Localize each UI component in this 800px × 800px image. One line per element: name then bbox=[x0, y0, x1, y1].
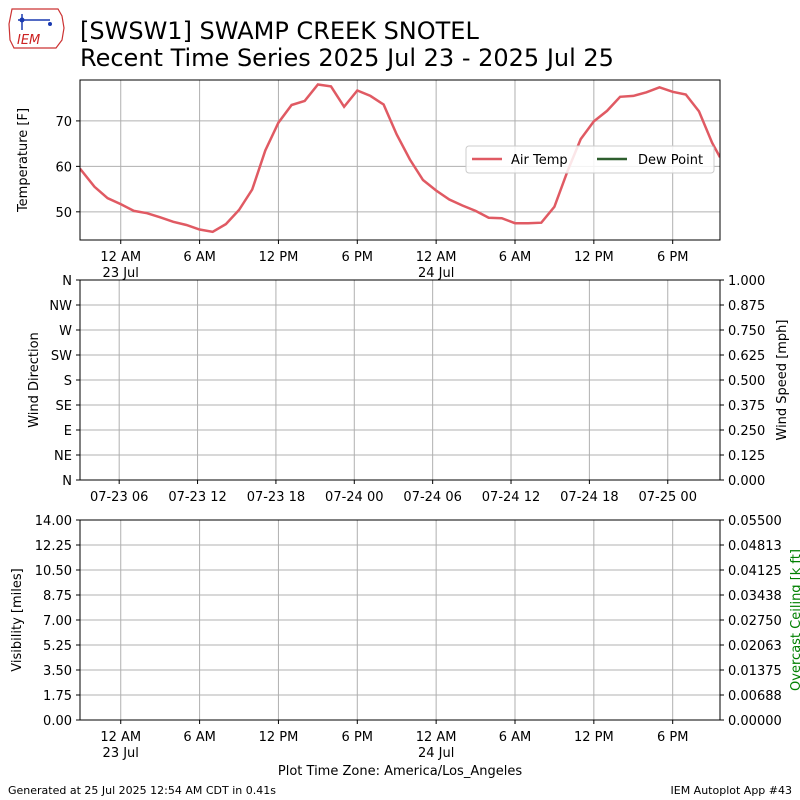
wind-speed-tick-label: 0.750 bbox=[728, 324, 765, 339]
wind-x-tick-label: 07-25 00 bbox=[639, 490, 697, 505]
logo-text: IEM bbox=[17, 33, 40, 48]
wind-x-tick-label: 07-23 06 bbox=[90, 490, 148, 505]
generated-timestamp: Generated at 25 Jul 2025 12:54 AM CDT in… bbox=[8, 784, 276, 797]
temp-y-tick-label: 50 bbox=[55, 206, 72, 221]
temp-x-date-label: 24 Jul bbox=[418, 266, 454, 281]
ceiling-tick-label: 0.02750 bbox=[728, 614, 782, 629]
temp-x-tick-label: 12 AM bbox=[416, 250, 457, 265]
legend-air-temp-label: Air Temp bbox=[511, 153, 568, 168]
wind-x-tick-label: 07-24 18 bbox=[560, 490, 618, 505]
temp-x-tick-label: 6 AM bbox=[499, 250, 532, 265]
visibility-x-tick-label: 6 AM bbox=[499, 730, 532, 745]
temp-x-tick-label: 6 PM bbox=[342, 250, 373, 265]
ceiling-tick-label: 0.01375 bbox=[728, 664, 782, 679]
chart-title-line1: [SWSW1] SWAMP CREEK SNOTEL bbox=[80, 17, 479, 45]
wind-speed-tick-label: 0.250 bbox=[728, 424, 765, 439]
wind-direction-tick-label: NW bbox=[49, 299, 72, 314]
visibility-x-date-label: 23 Jul bbox=[103, 746, 139, 761]
wind-direction-tick-label: N bbox=[62, 474, 72, 489]
ceiling-tick-label: 0.00000 bbox=[728, 714, 782, 729]
wind-x-tick-label: 07-24 12 bbox=[482, 490, 540, 505]
temperature-plot-frame bbox=[79, 79, 721, 241]
visibility-x-tick-label: 12 PM bbox=[259, 730, 299, 745]
visibility-tick-label: 12.25 bbox=[35, 539, 72, 554]
temp-x-tick-label: 12 AM bbox=[100, 250, 141, 265]
temp-x-tick-label: 12 PM bbox=[574, 250, 614, 265]
ceiling-tick-label: 0.03438 bbox=[728, 589, 782, 604]
ceiling-tick-label: 0.04125 bbox=[728, 564, 782, 579]
wind-direction-tick-label: S bbox=[64, 374, 72, 389]
ceiling-axis-label: Overcast Ceiling [k ft] bbox=[789, 549, 800, 691]
visibility-x-date-label: 24 Jul bbox=[418, 746, 454, 761]
visibility-axis-label: Visibility [miles] bbox=[10, 568, 25, 671]
wind-direction-tick-label: E bbox=[64, 424, 72, 439]
wind-speed-tick-label: 0.000 bbox=[728, 474, 765, 489]
visibility-tick-label: 7.00 bbox=[43, 614, 72, 629]
wind-speed-tick-label: 0.875 bbox=[728, 299, 765, 314]
wind-speed-tick-label: 0.625 bbox=[728, 349, 765, 364]
wind-direction-tick-label: SW bbox=[51, 349, 72, 364]
visibility-tick-label: 0.00 bbox=[43, 714, 72, 729]
air-temp-series-line bbox=[80, 83, 720, 234]
ceiling-tick-label: 0.00688 bbox=[728, 689, 782, 704]
temp-y-tick-label: 70 bbox=[55, 115, 72, 130]
visibility-x-tick-label: 12 PM bbox=[574, 730, 614, 745]
visibility-x-tick-label: 6 AM bbox=[183, 730, 216, 745]
temp-x-tick-label: 6 PM bbox=[657, 250, 688, 265]
visibility-tick-label: 10.50 bbox=[35, 564, 72, 579]
wind-x-tick-label: 07-24 06 bbox=[403, 490, 461, 505]
ceiling-tick-label: 0.05500 bbox=[728, 514, 782, 529]
wind-x-tick-label: 07-23 12 bbox=[168, 490, 226, 505]
iem-logo: IEM bbox=[8, 8, 65, 49]
wind-x-tick-label: 07-23 18 bbox=[247, 490, 305, 505]
wind-speed-tick-label: 0.500 bbox=[728, 374, 765, 389]
legend-box bbox=[465, 145, 715, 174]
ceiling-tick-label: 0.04813 bbox=[728, 539, 782, 554]
visibility-tick-label: 14.00 bbox=[35, 514, 72, 529]
temperature-axis-label: Temperature [F] bbox=[16, 108, 31, 213]
chart-title-line2: Recent Time Series 2025 Jul 23 - 2025 Ju… bbox=[80, 44, 614, 72]
visibility-tick-label: 8.75 bbox=[43, 589, 72, 604]
legend: Air Temp Dew Point bbox=[465, 145, 715, 174]
wind-speed-axis-label: Wind Speed [mph] bbox=[775, 320, 790, 441]
wind-direction-tick-label: NE bbox=[54, 449, 72, 464]
visibility-x-tick-label: 6 PM bbox=[657, 730, 688, 745]
wind-direction-axis-label: Wind Direction bbox=[27, 332, 42, 428]
visibility-tick-label: 3.50 bbox=[43, 664, 72, 679]
temp-x-date-label: 23 Jul bbox=[103, 266, 139, 281]
temp-x-tick-label: 12 PM bbox=[259, 250, 299, 265]
visibility-x-tick-label: 12 AM bbox=[416, 730, 457, 745]
visibility-tick-label: 5.25 bbox=[43, 639, 72, 654]
x-axis-label: Plot Time Zone: America/Los_Angeles bbox=[277, 764, 523, 779]
visibility-x-tick-label: 6 PM bbox=[342, 730, 373, 745]
wind-x-tick-label: 07-24 00 bbox=[325, 490, 383, 505]
app-id: IEM Autoplot App #43 bbox=[670, 784, 793, 797]
ceiling-tick-label: 0.02063 bbox=[728, 639, 782, 654]
wind-direction-tick-label: SE bbox=[56, 399, 72, 414]
wind-direction-tick-label: N bbox=[62, 274, 72, 289]
temp-y-tick-label: 60 bbox=[55, 160, 72, 175]
wind-speed-tick-label: 1.000 bbox=[728, 274, 765, 289]
legend-dew-point-label: Dew Point bbox=[638, 153, 703, 168]
wind-speed-tick-label: 0.125 bbox=[728, 449, 765, 464]
visibility-x-tick-label: 12 AM bbox=[100, 730, 141, 745]
wind-direction-tick-label: W bbox=[59, 324, 72, 339]
visibility-tick-label: 1.75 bbox=[43, 689, 72, 704]
wind-speed-tick-label: 0.375 bbox=[728, 399, 765, 414]
temp-x-tick-label: 6 AM bbox=[183, 250, 216, 265]
